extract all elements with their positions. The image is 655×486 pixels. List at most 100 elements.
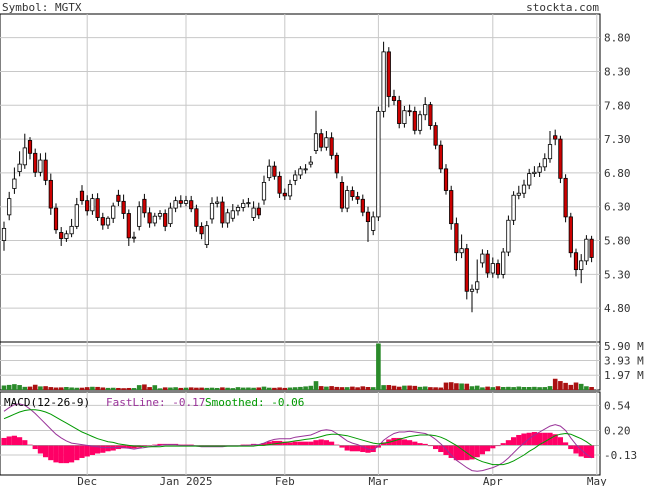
macd-histogram-bar	[583, 445, 589, 458]
volume-bar	[74, 387, 80, 390]
macd-histogram-bar	[360, 445, 366, 453]
macd-tick-label: -0.13	[604, 449, 637, 462]
macd-histogram-bar	[318, 439, 324, 446]
candle-body	[100, 217, 105, 226]
candle-body	[199, 225, 204, 235]
volume-bar	[90, 386, 95, 390]
volume-bar	[277, 387, 282, 390]
candle-body	[558, 138, 563, 179]
macd-histogram-bar	[131, 445, 137, 449]
volume-bar	[376, 343, 381, 390]
candle-body	[225, 212, 230, 224]
month-tick-label: May	[587, 475, 607, 486]
candle-body	[464, 248, 469, 292]
macd-histogram-bar	[531, 432, 537, 446]
volume-bar	[287, 387, 293, 390]
volume-bar	[324, 386, 329, 390]
volume-bar	[220, 387, 225, 390]
volume-bar	[100, 387, 106, 390]
macd-lines	[3, 403, 592, 472]
candle-body	[537, 166, 542, 173]
candle-body	[433, 125, 438, 146]
candle-body	[282, 192, 287, 197]
candle-body	[38, 159, 43, 173]
candle-body	[121, 200, 126, 214]
month-tick-label: Apr	[483, 475, 503, 486]
macd-histogram-bar	[95, 445, 101, 454]
macd-histogram-bar	[17, 437, 23, 446]
macd-histogram-bar	[22, 440, 28, 446]
macd-histogram-bar	[271, 440, 277, 446]
candle-body	[267, 165, 272, 179]
volume-bar	[589, 387, 594, 390]
candle-body	[137, 206, 142, 227]
macd-histogram-bar	[453, 445, 459, 461]
candle-body	[495, 263, 501, 275]
macd-histogram-bar	[500, 443, 506, 446]
volume-bar	[532, 386, 537, 390]
candle-body	[64, 233, 69, 239]
candle-body	[215, 201, 220, 204]
candle-body	[329, 137, 334, 156]
volume-bar	[495, 386, 501, 390]
candle-body	[360, 198, 365, 213]
candle-body	[324, 137, 329, 148]
volume-bar	[116, 387, 121, 390]
volume-bar	[235, 387, 241, 390]
volume-bar	[558, 381, 563, 390]
candle-body	[371, 216, 376, 231]
volume-bar	[240, 387, 246, 390]
volume-bar	[318, 386, 324, 390]
volume-bar	[17, 385, 22, 390]
candle-body	[131, 236, 137, 239]
candle-body	[1, 227, 7, 241]
macd-smoothed-label: Smoothed: -0.06	[205, 396, 304, 409]
volume-bar	[381, 385, 386, 390]
candle-body	[293, 174, 298, 181]
candle-body	[532, 171, 537, 175]
macd-histogram-bar	[48, 445, 54, 461]
symbol-label: Symbol: MGTX	[2, 1, 82, 14]
macd-histogram-bar	[27, 444, 33, 446]
macd-histogram-bar	[334, 444, 340, 446]
volume-bar	[209, 387, 215, 390]
volume-bar	[537, 387, 542, 390]
candle-body	[521, 184, 527, 194]
candle-body	[365, 211, 371, 223]
candle-body	[417, 114, 423, 131]
candle-body	[553, 135, 558, 140]
candle-body	[459, 248, 464, 254]
candle-body	[423, 104, 428, 116]
macd-histogram-bar	[53, 445, 59, 463]
volume-bar	[433, 387, 438, 390]
volume-bar	[339, 387, 345, 390]
volume-bar	[422, 386, 428, 390]
volume-bar	[521, 387, 527, 390]
volume-bar	[313, 381, 319, 390]
candle-body	[178, 200, 183, 204]
macd-histogram-bar	[448, 445, 454, 458]
macd-histogram-bar	[323, 440, 329, 446]
macd-histogram-bar	[479, 445, 485, 455]
volume-bar	[282, 387, 288, 390]
macd-histogram-bar	[58, 445, 64, 464]
macd-histogram-bar	[578, 445, 584, 457]
candle-body	[251, 207, 256, 218]
volume-bar	[136, 385, 142, 390]
macd-histogram-bar	[370, 445, 376, 453]
price-tick-label: 6.30	[604, 201, 631, 214]
candle-body	[391, 96, 397, 101]
volume-bar	[386, 385, 392, 390]
volume-bar	[173, 387, 178, 390]
volume-bar	[516, 386, 522, 390]
price-tick-label: 8.80	[604, 32, 631, 45]
volume-bar	[58, 387, 64, 390]
candle-body	[105, 217, 111, 226]
candle-body	[386, 51, 391, 97]
macd-histogram-bar	[266, 441, 272, 446]
candle-body	[272, 165, 277, 177]
volume-tick-label: 1.97 M	[604, 369, 644, 382]
macd-histogram-bar	[126, 445, 132, 449]
site-name[interactable]: stockta.com	[526, 1, 599, 14]
volume-bar	[225, 387, 230, 390]
